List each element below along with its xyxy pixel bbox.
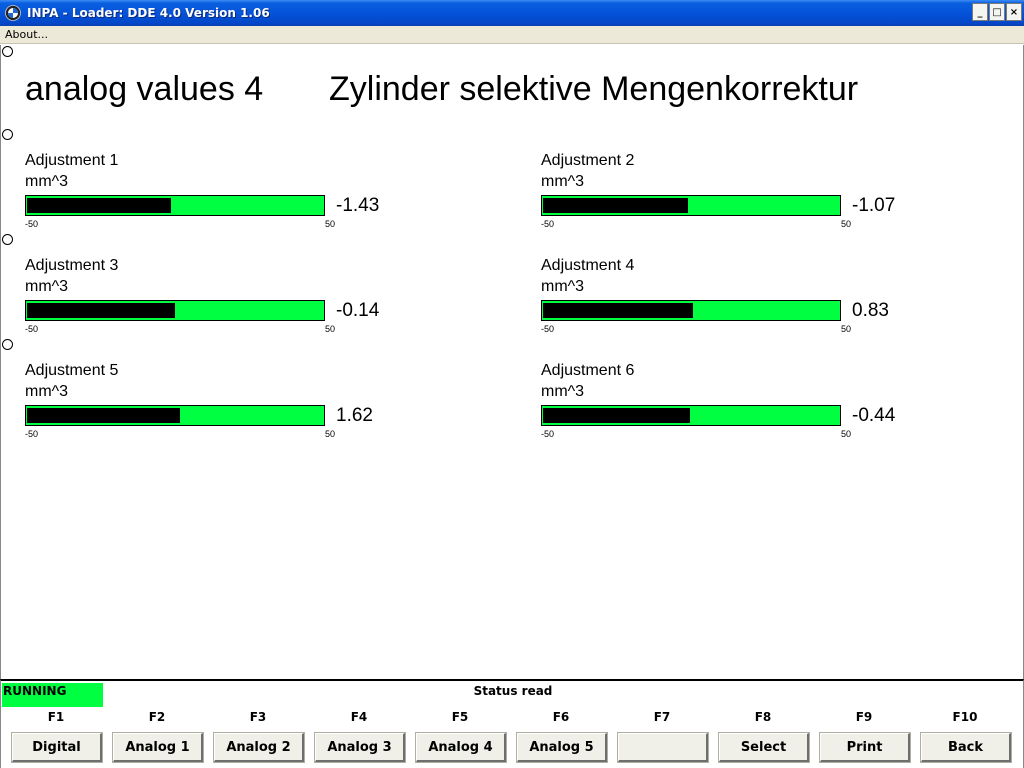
title-bar[interactable]: INPA - Loader: DDE 4.0 Version 1.06 _ □ … — [0, 0, 1024, 26]
gauge-bar — [541, 300, 841, 321]
gauge-fill — [543, 408, 690, 423]
gauge-min: -50 — [25, 324, 39, 334]
bmw-logo-icon[interactable] — [5, 5, 21, 21]
menu-about[interactable]: About... — [5, 28, 49, 41]
maximize-icon: □ — [992, 6, 1002, 18]
gauge-fill — [543, 303, 693, 318]
gauge-min: -50 — [541, 429, 555, 439]
gauge-unit: mm^3 — [541, 278, 585, 295]
minimize-icon: _ — [977, 6, 983, 18]
gauge-max: 50 — [841, 324, 852, 334]
analog-3-button[interactable]: Analog 3 — [315, 733, 405, 762]
gauge-unit: mm^3 — [541, 383, 585, 400]
gauge-fill — [27, 303, 175, 318]
gauge-adjustment-2: Adjustment 2 mm^3 -1.07 -50 50 — [541, 152, 961, 242]
gauge-unit: mm^3 — [25, 173, 69, 190]
analog-1-button[interactable]: Analog 1 — [113, 733, 203, 762]
row-marker-icon — [2, 339, 13, 350]
gauge-value: -1.43 — [336, 195, 380, 216]
gauge-value: -0.44 — [852, 405, 896, 426]
row-marker-icon — [2, 234, 13, 245]
fkey-label-f8: F8 — [754, 710, 772, 724]
digital-button[interactable]: Digital — [12, 733, 102, 762]
gauge-max: 50 — [325, 324, 336, 334]
status-text: Status read — [473, 684, 553, 698]
analog-5-button[interactable]: Analog 5 — [517, 733, 607, 762]
gauge-max: 50 — [841, 219, 852, 229]
minimize-button[interactable]: _ — [972, 3, 988, 21]
gauge-unit: mm^3 — [25, 278, 69, 295]
maximize-button[interactable]: □ — [989, 3, 1005, 21]
row-marker-icon — [2, 46, 13, 57]
gauge-unit: mm^3 — [541, 173, 585, 190]
gauge-max: 50 — [325, 219, 336, 229]
row-marker-icon — [2, 129, 13, 140]
window-title: INPA - Loader: DDE 4.0 Version 1.06 — [27, 6, 270, 20]
gauge-bar — [25, 300, 325, 321]
analog-4-button[interactable]: Analog 4 — [416, 733, 506, 762]
gauge-adjustment-4: Adjustment 4 mm^3 0.83 -50 50 — [541, 257, 961, 347]
gauge-min: -50 — [25, 219, 39, 229]
gauge-max: 50 — [841, 429, 852, 439]
gauge-label: Adjustment 3 — [25, 257, 119, 274]
gauge-label: Adjustment 1 — [25, 152, 119, 169]
gauge-fill — [543, 198, 688, 213]
gauge-min: -50 — [541, 324, 555, 334]
analog-2-button[interactable]: Analog 2 — [214, 733, 304, 762]
fkey-label-f3: F3 — [249, 710, 267, 724]
fkey-label-f4: F4 — [350, 710, 368, 724]
gauge-fill — [27, 408, 180, 423]
main-panel: analog values 4 Zylinder selektive Menge… — [0, 45, 1024, 679]
fkey-label-f7: F7 — [653, 710, 671, 724]
gauge-value: -0.14 — [336, 300, 380, 321]
close-button[interactable]: × — [1006, 3, 1022, 21]
gauge-min: -50 — [541, 219, 555, 229]
close-icon: × — [1009, 6, 1019, 18]
select-button[interactable]: Select — [719, 733, 809, 762]
fkey-label-f10: F10 — [952, 710, 978, 724]
fkey-label-f6: F6 — [552, 710, 570, 724]
screen-title: analog values 4 — [25, 70, 264, 108]
menu-bar: About... — [0, 26, 1024, 44]
gauge-bar — [25, 405, 325, 426]
gauge-unit: mm^3 — [25, 383, 69, 400]
fkey-label-f5: F5 — [451, 710, 469, 724]
gauge-fill — [27, 198, 171, 213]
screen-subtitle: Zylinder selektive Mengenkorrektur — [329, 70, 859, 108]
gauge-label: Adjustment 6 — [541, 362, 635, 379]
print-button[interactable]: Print — [820, 733, 910, 762]
gauge-bar — [541, 405, 841, 426]
gauge-adjustment-1: Adjustment 1 mm^3 -1.43 -50 50 — [25, 152, 445, 242]
gauge-value: -1.07 — [852, 195, 896, 216]
gauge-label: Adjustment 2 — [541, 152, 635, 169]
gauge-value: 0.83 — [852, 300, 889, 321]
gauge-label: Adjustment 5 — [25, 362, 119, 379]
gauge-adjustment-3: Adjustment 3 mm^3 -0.14 -50 50 — [25, 257, 445, 347]
gauge-bar — [25, 195, 325, 216]
gauge-label: Adjustment 4 — [541, 257, 635, 274]
fkey-label-f2: F2 — [148, 710, 166, 724]
gauge-adjustment-6: Adjustment 6 mm^3 -0.44 -50 50 — [541, 362, 961, 452]
gauge-max: 50 — [325, 429, 336, 439]
back-button[interactable]: Back — [921, 733, 1011, 762]
gauge-min: -50 — [25, 429, 39, 439]
fkey-label-f9: F9 — [855, 710, 873, 724]
function-key-panel: RUNNING Status read F1 F2 F3 F4 F5 F6 F7… — [0, 679, 1024, 768]
running-status-badge: RUNNING — [2, 683, 103, 707]
gauge-value: 1.62 — [336, 405, 373, 426]
fkey-label-f1: F1 — [47, 710, 65, 724]
gauge-adjustment-5: Adjustment 5 mm^3 1.62 -50 50 — [25, 362, 445, 452]
f7-button[interactable] — [618, 733, 708, 762]
gauge-bar — [541, 195, 841, 216]
